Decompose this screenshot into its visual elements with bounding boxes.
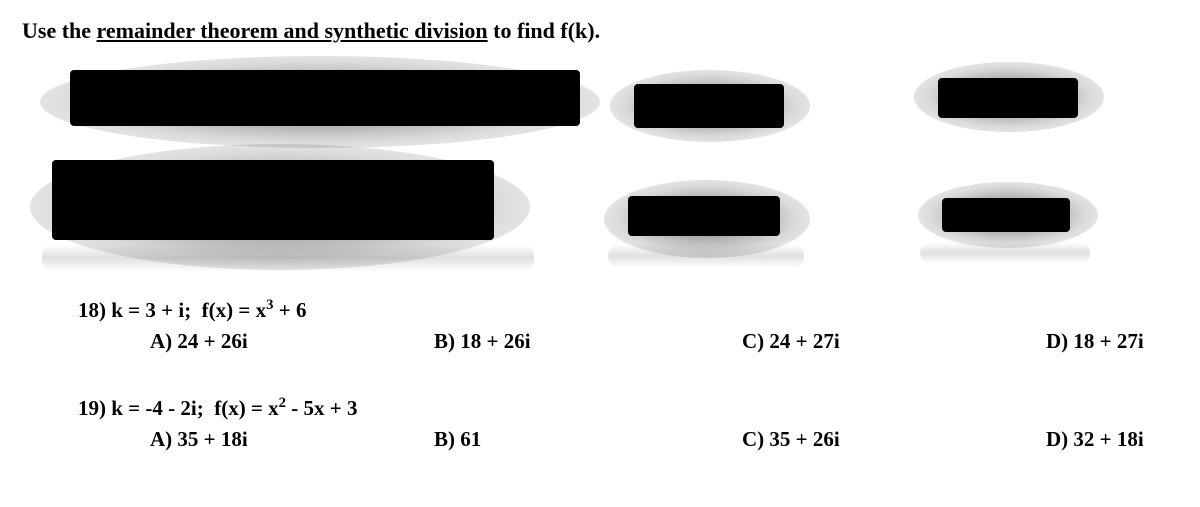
instruction-prefix: Use the [22,18,97,43]
answer-option-d[interactable]: D) 32 + 18i [1046,427,1144,452]
question-row: 18) k = 3 + i; f(x) = x3 + 6 A) 24 + 26i B… [78,298,1180,355]
redaction-block [634,84,784,128]
redaction-block [628,196,780,236]
answer-option-b[interactable]: B) 61 [434,427,481,452]
redaction-shadow-band [920,242,1090,264]
answer-option-a[interactable]: A) 35 + 18i [150,427,248,452]
answer-option-a[interactable]: A) 24 + 26i [150,329,248,354]
question-prompt: 19) k = -4 - 2i; f(x) = x2 - 5x + 3 [78,396,1180,421]
redaction-block [942,198,1070,232]
answer-option-c[interactable]: C) 35 + 26i [742,427,840,452]
redaction-block [70,70,580,126]
question-prompt: 18) k = 3 + i; f(x) = x3 + 6 [78,298,1180,323]
answer-option-b[interactable]: B) 18 + 26i [434,329,531,354]
answer-option-d[interactable]: D) 18 + 27i [1046,329,1144,354]
answer-option-c[interactable]: C) 24 + 27i [742,329,840,354]
options-row: A) 24 + 26i B) 18 + 26i C) 24 + 27i D) 18 +… [78,329,1180,355]
options-row: A) 35 + 18i B) 61 C) 35 + 26i D) 32 + 18i [78,427,1180,453]
redaction-block [938,78,1078,118]
redaction-block [52,160,494,240]
question-row: 19) k = -4 - 2i; f(x) = x2 - 5x + 3 A) 35… [78,396,1180,453]
instruction-line: Use the remainder theorem and synthetic … [22,18,600,44]
redaction-shadow-band [42,244,534,272]
instruction-suffix: to find f(k). [488,18,600,43]
instruction-underlined: remainder theorem and synthetic division [97,18,488,43]
redaction-shadow-band [608,244,804,268]
